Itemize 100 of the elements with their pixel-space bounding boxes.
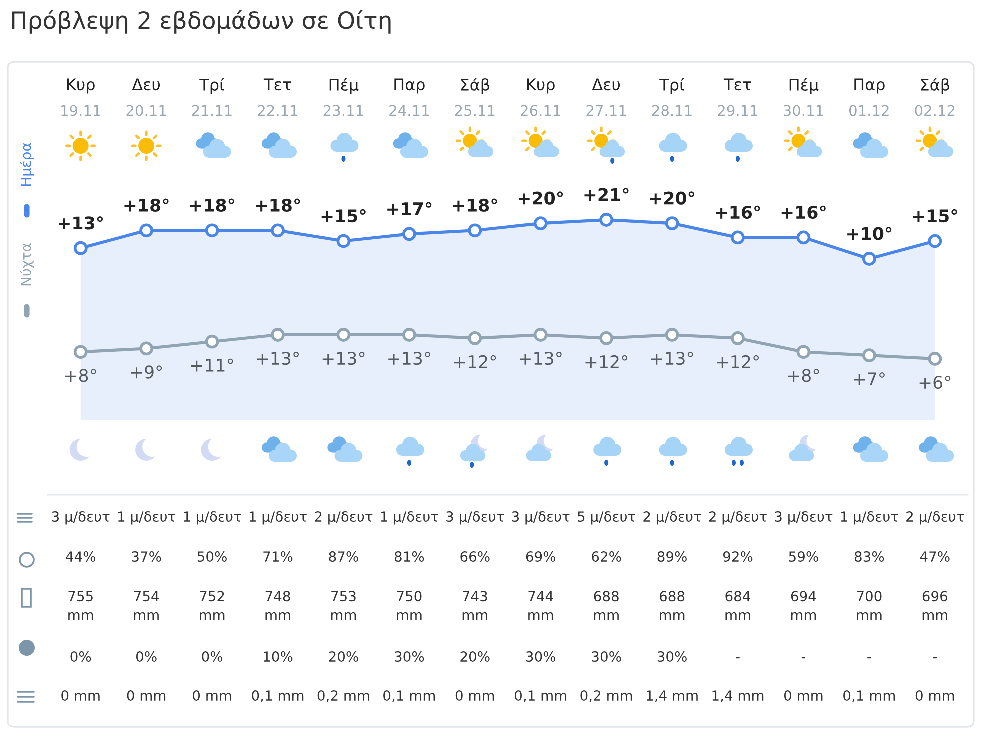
data-label: +8° [66,369,96,382]
text: 755 mm [68,591,94,620]
point [928,352,942,366]
data-label: +17° [388,202,432,216]
text: 69% [526,552,556,562]
text: - [933,657,937,659]
text: 3 μ/δευτ [775,512,833,525]
point [665,216,680,230]
text: 1,4 mm [647,690,698,702]
text: 0,1 mm [384,690,436,702]
text: 81% [394,552,424,562]
point [468,224,482,238]
text: 30% [658,652,687,662]
text: 3 μ/δευτ [512,512,570,525]
text: 0% [136,652,157,662]
point [862,252,876,266]
data-label: +16° [782,206,826,220]
data-label: +8° [788,369,820,382]
point [600,331,614,346]
data-label: +12° [586,355,628,368]
point [796,345,811,360]
text: 688 mm [594,591,619,620]
data-label: +13° [520,352,562,366]
text: 694 mm [791,591,816,620]
point [731,331,745,346]
text: 688 mm [660,591,685,620]
x-tick-label: Δευ 20.11 [126,78,166,116]
x-tick-label: Τετ 22.11 [258,78,298,116]
data-label: +18° [256,198,300,212]
data-label: +20° [650,192,694,205]
text: 753 mm [331,591,356,620]
x-tick-label: Σάβ 25.11 [455,78,495,116]
data-label: +11° [191,358,234,372]
text: 92% [723,552,753,562]
x-tick-label: Παρ 01.12 [850,78,889,116]
point [534,216,548,230]
data-label: +15° [322,209,366,223]
text: 0% [70,652,92,662]
text: 2 μ/δευτ [315,512,373,525]
text: 1,4 mm [712,690,764,702]
data-label: +13° [59,216,104,230]
point [74,345,88,360]
text: 1 μ/δευτ [250,512,307,525]
text: 0,1 mm [844,690,896,702]
text: 3 μ/δευτ [446,512,504,525]
text: 71% [264,552,293,562]
text: 744 mm [528,591,554,620]
text: 20% [329,652,358,662]
text: 0,1 mm [514,690,566,702]
data-label: +12° [717,355,760,368]
data-label: +10° [848,227,892,240]
data-label: +18° [124,198,169,212]
text: 1 μ/δευτ [184,512,242,525]
text: 1 μ/δευτ [841,512,898,525]
x-tick-label: Πέμ 30.11 [784,78,824,116]
text: 0,1 mm [252,690,304,702]
text: 700 mm [857,591,882,620]
data-label: +15° [913,209,958,223]
text: 750 mm [397,591,422,620]
point [140,342,154,356]
point [271,224,285,238]
point [731,230,745,245]
data-label: +6° [920,376,951,390]
text: Ημέρα [20,143,34,186]
text: 748 mm [266,591,290,620]
text: 89% [658,552,687,562]
x-tick-label: Τρί 21.11 [192,78,232,116]
text: 0 mm [193,690,232,702]
text: 2 μ/δευτ [709,512,767,525]
point [336,234,351,248]
text: 3 μ/δευτ [52,512,110,525]
text: 37% [132,552,162,562]
text: 44% [66,552,96,562]
x-tick-label: Σάβ 02.12 [915,78,955,116]
text: 47% [920,552,950,562]
text: 62% [592,552,622,562]
text: 5 μ/δευτ [578,512,636,525]
text: 754 mm [134,591,160,620]
point [928,234,942,248]
x-tick-label: Τρί 28.11 [652,78,692,116]
text: 30% [395,652,424,662]
point [862,348,876,363]
data-label: +13° [651,352,694,366]
data-label: +18° [190,198,234,212]
text: 30% [526,652,556,662]
text: 0 mm [127,690,166,702]
text: 66% [460,552,490,562]
data-label: +20° [519,192,564,205]
text: 10% [264,652,293,662]
text: 752 mm [200,591,225,620]
point [665,328,680,342]
text: 0 mm [456,690,494,702]
text: 2 μ/δευτ [644,512,702,525]
text: 20% [460,652,490,662]
point [205,334,220,349]
text: 696 mm [922,591,948,620]
x-tick-label: Κυρ 26.11 [521,78,560,116]
point [336,328,351,342]
x-tick-label: Δευ 27.11 [586,78,626,116]
data-label: +12° [454,355,496,368]
